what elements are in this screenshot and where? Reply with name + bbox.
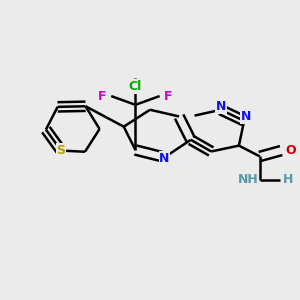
Text: NH: NH xyxy=(238,173,258,186)
Text: Cl: Cl xyxy=(129,80,142,93)
Text: N: N xyxy=(240,110,251,123)
Text: H: H xyxy=(283,173,294,186)
Text: F: F xyxy=(98,90,107,103)
Text: O: O xyxy=(286,144,296,157)
Text: S: S xyxy=(57,144,66,157)
Text: N: N xyxy=(216,100,226,113)
Text: N: N xyxy=(159,152,170,165)
Text: F: F xyxy=(164,90,172,103)
